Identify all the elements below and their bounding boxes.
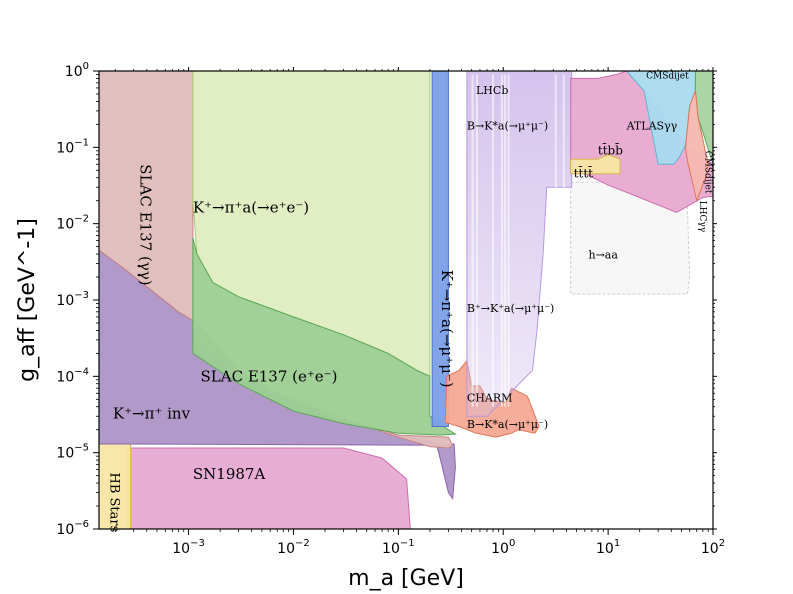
y-axis-ticks: 10−6 10−5 10−4 10−3 10−2 10−1 100 (56, 61, 717, 538)
region-label: SLAC E137 (γγ) (137, 164, 155, 285)
region-label: B⁺→K⁺a(→μ⁺μ⁻) (467, 302, 554, 315)
region-k-pi-a-mumu (431, 71, 449, 427)
y-tick-label: 100 (65, 61, 89, 80)
lhcb-veto-spike (476, 74, 478, 407)
region-label: tt̄bb̄ (598, 142, 623, 158)
region-label: CHARM (467, 391, 513, 404)
y-tick-label: 10−3 (56, 290, 89, 309)
x-tick-label: 10−1 (382, 538, 415, 557)
y-tick-label: 10−2 (56, 214, 89, 233)
x-tick-label: 101 (596, 538, 620, 557)
x-tick-label: 102 (701, 538, 725, 557)
region-label: K⁺→π⁺a(→e⁺e⁻) (193, 199, 309, 217)
y-axis-title: g_aff [GeV^-1] (15, 218, 40, 382)
x-tick-label: 10−2 (277, 538, 310, 557)
region-labels: SLAC E137 (γγ) K⁺→π⁺a(→e⁺e⁻) SLAC E137 (e⁺… (106, 71, 712, 532)
region-label: SN1987A (193, 465, 266, 483)
region-label: HB Stars (106, 473, 121, 533)
region-label: B→K*a(→μ⁺μ⁻) (467, 418, 548, 431)
lhcb-veto-spikes (471, 74, 565, 407)
region-label: SLAC E137 (e⁺e⁻) (201, 368, 338, 386)
region-label: K⁺→π⁺ inv (113, 405, 191, 423)
region-ttbb (570, 71, 713, 214)
x-axis-ticks: 10−3 10−2 10−1 100 101 102 (114, 67, 725, 557)
region-label: LHCb (476, 84, 508, 97)
region-label: tt̄tt̄ (574, 165, 593, 181)
y-tick-label: 10−1 (56, 137, 89, 156)
lhcb-veto-spike (491, 74, 494, 407)
lhcb-veto-spike (471, 74, 474, 407)
region-label: CMSdijet (646, 71, 689, 81)
lhcb-veto-spike (562, 74, 565, 407)
x-tick-label: 100 (491, 538, 515, 557)
y-tick-label: 10−5 (56, 443, 89, 462)
region-label: LHCγγ (697, 201, 707, 232)
x-axis-title: m_a [GeV] (348, 566, 464, 591)
region-label: h→aa (589, 249, 619, 262)
x-tick-label: 10−3 (172, 538, 205, 557)
y-tick-label: 10−4 (56, 366, 89, 385)
exclusion-regions (99, 71, 713, 529)
region-lhc-gg (685, 90, 709, 203)
y-tick-label: 10−6 (56, 519, 89, 538)
region-slac-e137-ee (192, 237, 457, 436)
region-label: B→K*a(→μ⁺μ⁻) (467, 120, 548, 133)
lhcb-veto-spike (507, 74, 510, 407)
region-label: ATLASγγ (626, 120, 678, 133)
region-cms-dijet (694, 71, 713, 165)
lhcb-veto-spike (500, 74, 503, 407)
region-sn1987a (126, 447, 411, 529)
region-tttt (570, 154, 621, 175)
region-label: CMSdijet (703, 151, 713, 194)
lhcb-veto-spike (504, 74, 507, 407)
region-label: K⁺→π⁺a(→μ⁺μ⁻) (438, 270, 456, 388)
lhcb-veto-spike (554, 74, 557, 407)
